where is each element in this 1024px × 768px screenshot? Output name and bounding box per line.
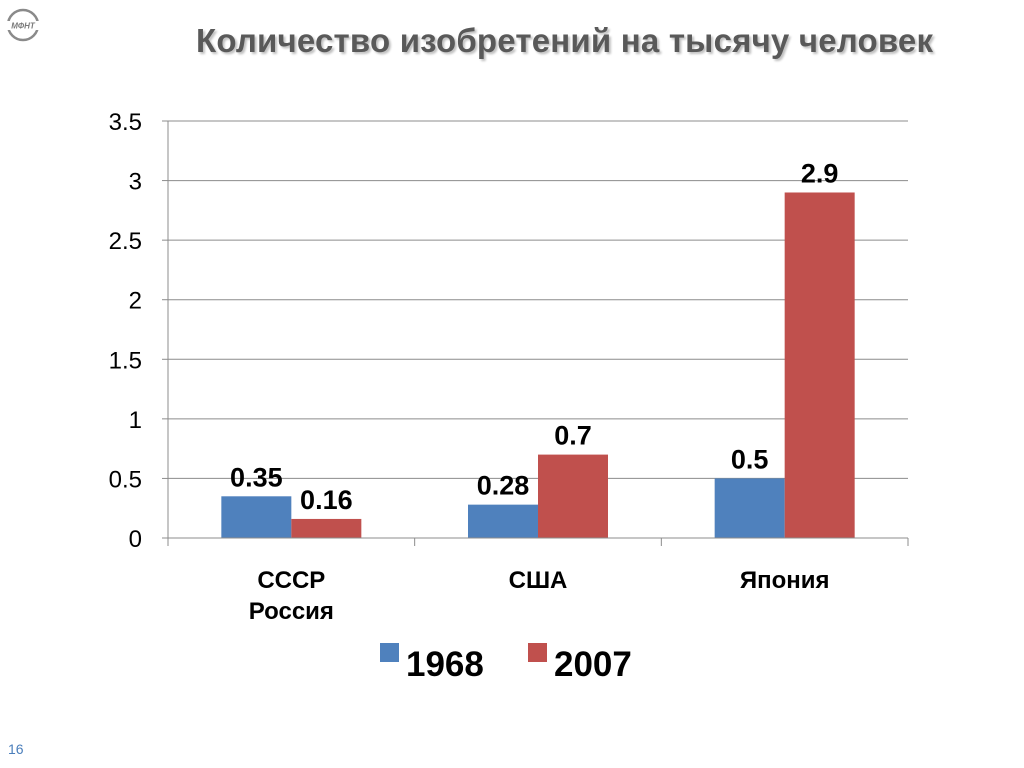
data-label: 0.35 (230, 462, 283, 492)
bar-1968-1 (468, 504, 538, 538)
slide-number: 16 (8, 741, 24, 757)
data-label: 0.7 (554, 421, 592, 451)
y-tick-label: 2.5 (109, 228, 142, 255)
y-tick-label: 3 (129, 169, 142, 196)
slide-title: Количество изобретений на тысячу человек (196, 22, 934, 59)
y-tick-label: 0.5 (109, 466, 142, 493)
bar-2007-2 (784, 192, 855, 538)
logo-icon: МФНТ (4, 8, 42, 42)
data-label: 0.28 (477, 471, 530, 501)
legend-label: 1968 (406, 645, 484, 684)
bar-2007-1 (538, 454, 608, 538)
data-label: 0.16 (300, 485, 353, 515)
logo-text: МФНТ (11, 22, 36, 31)
legend: 1968 2007 (380, 643, 632, 684)
data-label: 2.9 (801, 158, 839, 188)
bar-1968-0 (221, 496, 292, 538)
x-tick-label: СССР Россия (249, 567, 334, 625)
y-tick-label: 3.5 (109, 109, 142, 136)
bars (221, 192, 855, 538)
legend-swatch (528, 643, 547, 662)
x-tick-label: Япония (740, 567, 830, 594)
data-label: 0.5 (731, 444, 769, 474)
y-tick-label: 0 (129, 526, 142, 553)
bar-1968-2 (714, 478, 785, 538)
y-tick-label: 1.5 (109, 347, 142, 374)
y-tick-label: 2 (129, 288, 142, 315)
bar-2007-0 (291, 518, 362, 538)
data-labels: 0.35 0.16 0.28 0.7 0.5 2.9 (230, 158, 838, 514)
y-tick-label: 1 (129, 407, 142, 434)
x-tick-label: США (509, 567, 568, 594)
legend-swatch (380, 643, 399, 662)
axes: 0 0.5 1 1.5 2 2.5 3 3.5 СССР Россия США Япония (109, 109, 909, 625)
legend-label: 2007 (554, 645, 632, 684)
